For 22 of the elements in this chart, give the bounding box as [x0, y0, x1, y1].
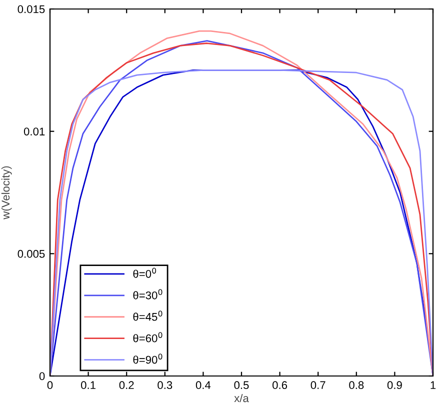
- x-tick-label: 0.2: [119, 381, 134, 390]
- x-tick-label: 1: [430, 381, 436, 389]
- legend-label: θ=45$^{0}$: [133, 310, 162, 321]
- legend-label: θ=0$^{0}$: [133, 268, 156, 278]
- x-tick-label: 0.4: [196, 381, 211, 390]
- legend-label: θ=30$^{0}$: [133, 289, 162, 300]
- x-tick-label: 0.6: [272, 381, 288, 390]
- legend-label: θ=90$^{0}$: [133, 354, 162, 364]
- x-tick-label: 0.1: [81, 381, 96, 390]
- legend-label: θ=60$^{0}$: [133, 332, 162, 342]
- y-tick-label: 0.015: [18, 5, 45, 14]
- x-tick-label: 0.5: [234, 381, 249, 390]
- x-tick-label: 0.9: [387, 381, 402, 390]
- x-tick-label: 0.7: [310, 381, 326, 390]
- y-tick-label: 0.005: [18, 250, 45, 258]
- y-tick-label: 0.01: [24, 128, 45, 136]
- x-axis-title: x/a: [234, 394, 249, 402]
- x-tick-label: 0.8: [349, 381, 364, 390]
- x-tick-label: 0: [47, 381, 53, 390]
- x-tick-label: 0.3: [158, 381, 172, 390]
- y-axis-title: w(Velocity): [1, 166, 12, 220]
- y-tick-label: 0: [39, 372, 45, 380]
